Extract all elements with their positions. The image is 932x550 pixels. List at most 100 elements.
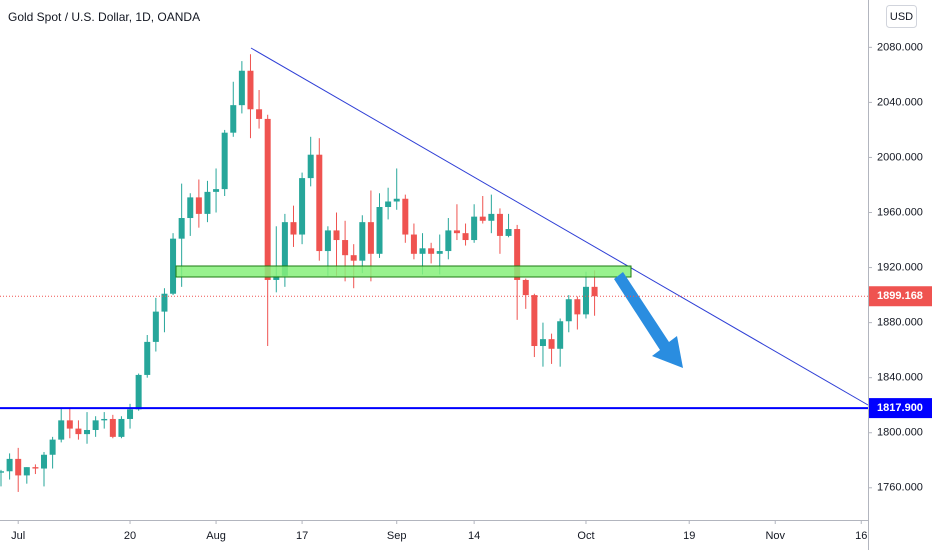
candle-body (109, 418, 116, 437)
candle-body (161, 293, 168, 312)
currency-label[interactable]: USD (890, 11, 913, 23)
candle-body (531, 295, 538, 347)
candle-body (359, 222, 366, 261)
candle-body (213, 189, 220, 192)
candle-body (230, 105, 237, 133)
y-tick-label: 1960.000 (877, 206, 923, 218)
candle-body (273, 275, 280, 280)
candle-body (462, 233, 469, 241)
candle-body (514, 229, 521, 280)
candle-body (479, 216, 486, 221)
candle-body (496, 213, 503, 236)
candle-body (101, 418, 108, 421)
candle-body (582, 286, 589, 315)
x-tick-label: Aug (206, 530, 226, 542)
candle-body (522, 279, 529, 296)
x-tick-label: Sep (387, 530, 407, 542)
trend-line (250, 47, 869, 406)
candle-body (144, 341, 151, 375)
y-tick-label: 1800.000 (877, 427, 923, 439)
candle-body (170, 238, 177, 294)
candle-body (238, 70, 245, 106)
candle-body (342, 240, 349, 256)
candle-body (118, 418, 125, 437)
candle-body (264, 118, 271, 280)
y-tick-label: 1920.000 (877, 261, 923, 273)
candle-body (23, 467, 30, 476)
candle-body (152, 311, 159, 342)
y-tick-label: 1840.000 (877, 372, 923, 384)
y-tick-label: 2000.000 (877, 151, 923, 163)
candle-body (453, 230, 460, 234)
candle-body (195, 197, 202, 214)
candle-body (505, 229, 512, 236)
candle-body (471, 216, 478, 241)
candle-body (92, 420, 99, 430)
last-price-label: 1899.168 (877, 290, 923, 302)
x-tick-label: Jul (11, 530, 25, 542)
candle-body (66, 420, 73, 429)
candle-body (393, 198, 400, 202)
candle-body (58, 420, 65, 440)
candle-body (557, 321, 564, 349)
candle-body (324, 230, 331, 252)
candle-body (436, 251, 443, 254)
candle-body (316, 154, 323, 252)
candle-body (247, 70, 254, 110)
candle-body (428, 248, 435, 254)
candle-body (376, 207, 383, 254)
horizontal-line-box (869, 398, 932, 419)
last-price-box (869, 286, 932, 307)
candle-body (333, 230, 340, 241)
x-tick-label: Nov (765, 530, 785, 542)
candle-body (127, 409, 134, 419)
candle-body (307, 154, 314, 179)
candle-body (290, 222, 297, 235)
candle-body (75, 428, 82, 435)
x-tick-label: 17 (296, 530, 308, 542)
candle-body (565, 299, 572, 322)
candle-body (367, 222, 374, 254)
candle-body (0, 471, 4, 473)
horizontal-line-label: 1817.900 (877, 402, 923, 414)
chart-title: Gold Spot / U.S. Dollar, 1D, OANDA (8, 10, 200, 24)
candle-body (256, 109, 263, 119)
x-tick-label: 20 (124, 530, 136, 542)
candle-body (539, 339, 546, 347)
candle-body (178, 218, 185, 239)
x-tick-label: Oct (577, 530, 594, 542)
candle-body (548, 339, 555, 349)
candle-body (385, 201, 392, 208)
candle-body (574, 299, 581, 315)
y-tick-label: 1880.000 (877, 317, 923, 329)
candle-body (15, 458, 22, 476)
direction-arrow (614, 272, 683, 368)
candle-body (41, 454, 48, 469)
candle-body (187, 197, 194, 219)
candle-body (410, 234, 417, 254)
candle-body (419, 248, 426, 254)
plot-area (0, 54, 598, 492)
candle-body (204, 191, 211, 214)
support-zone (175, 265, 632, 278)
candle-body (488, 213, 495, 221)
candle-body (84, 429, 91, 435)
candle-body (445, 230, 452, 252)
y-tick-label: 1760.000 (877, 482, 923, 494)
candle-body (299, 178, 306, 235)
candle-body (49, 439, 56, 455)
candle-body (221, 132, 228, 190)
candle-body (6, 458, 13, 472)
currency-button[interactable] (886, 5, 917, 28)
candle-body (591, 286, 598, 297)
y-tick-label: 2080.000 (877, 41, 923, 53)
candle-body (135, 374, 142, 410)
y-tick-label: 2040.000 (877, 96, 923, 108)
x-tick-label: 19 (683, 530, 695, 542)
candle-body (32, 467, 39, 469)
candle-body (402, 198, 409, 235)
candle-body (350, 255, 357, 261)
candle-body (281, 222, 288, 276)
